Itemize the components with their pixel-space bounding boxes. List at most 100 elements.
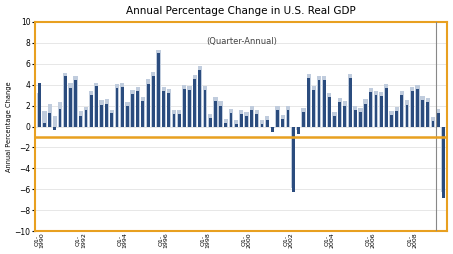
Bar [43,111,47,126]
Bar [426,102,429,126]
Bar [369,92,372,126]
Bar [94,83,98,126]
Bar [218,101,223,126]
Bar [312,86,316,126]
Bar [240,114,243,126]
Bar [235,124,237,126]
Bar [250,110,253,126]
Bar [162,91,165,126]
Bar [135,87,140,126]
Bar [380,96,383,126]
Bar [322,76,326,126]
Bar [390,111,394,126]
Bar [297,126,300,134]
Bar [173,114,175,126]
Bar [245,116,248,126]
Y-axis label: Annual Percentage Change: Annual Percentage Change [5,81,12,172]
Bar [79,116,82,126]
Bar [250,106,254,126]
Bar [328,97,331,126]
Bar [178,114,181,126]
Bar [354,110,357,126]
Bar [188,90,191,126]
Bar [286,110,289,126]
Bar [79,111,83,126]
Bar [275,106,280,126]
Bar [270,126,275,128]
Bar [307,78,310,126]
Bar [38,83,41,126]
Bar [301,108,306,126]
Bar [313,90,315,126]
Bar [318,81,320,126]
Bar [280,115,285,126]
Bar [146,80,150,126]
Bar [338,102,341,126]
Bar [421,100,424,126]
Bar [364,104,367,126]
Bar [292,126,294,193]
Bar [384,84,389,126]
Bar [379,92,383,126]
Bar [156,50,160,126]
Bar [214,101,217,126]
Bar [84,107,88,126]
Bar [152,76,155,126]
Bar [208,114,212,126]
Bar [416,89,419,126]
Bar [68,83,72,126]
Bar [183,89,186,126]
Bar [48,104,52,126]
Bar [415,85,419,126]
Bar [188,86,192,126]
Bar [271,126,274,132]
Bar [244,112,249,126]
Bar [136,91,139,126]
Bar [343,101,347,126]
Bar [48,113,51,126]
Bar [291,126,295,188]
Bar [141,97,145,126]
Bar [349,78,352,126]
Bar [85,110,87,126]
Bar [110,110,114,126]
Bar [99,100,104,126]
Bar [369,88,373,126]
Bar [436,109,440,126]
Bar [224,123,227,126]
Bar [375,95,377,126]
Bar [281,119,284,126]
Bar [395,107,399,126]
Bar [162,87,166,126]
Bar [239,110,243,126]
Bar [337,98,342,126]
Bar [302,112,305,126]
Bar [37,93,42,126]
Bar [115,84,119,126]
Bar [265,116,270,126]
Bar [333,116,336,126]
Bar [400,91,404,126]
Bar [374,91,378,126]
Bar [441,126,445,193]
Bar [126,106,129,126]
Bar [260,124,264,126]
Bar [116,88,118,126]
Bar [266,120,269,126]
Bar [358,108,362,126]
Bar [105,104,108,126]
Bar [286,106,290,126]
Bar [193,75,197,126]
Bar [213,97,217,126]
Bar [234,120,238,126]
Bar [395,111,398,126]
Title: Annual Percentage Change in U.S. Real GDP: Annual Percentage Change in U.S. Real GD… [126,6,356,15]
Bar [410,87,414,126]
Bar [276,110,279,126]
Bar [53,126,56,130]
Bar [431,117,435,126]
Bar [229,109,233,126]
Bar [90,95,92,126]
Bar [73,76,78,126]
Bar [296,126,300,130]
